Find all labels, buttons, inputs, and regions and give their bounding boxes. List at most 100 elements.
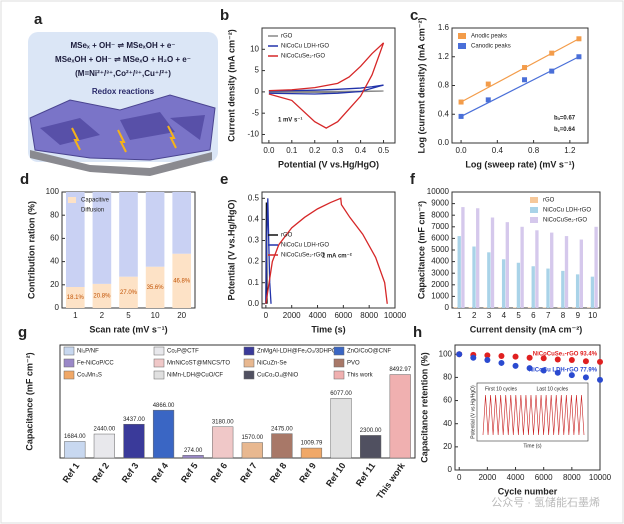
x-tick-label: 2 — [100, 311, 105, 320]
series-line — [268, 90, 384, 93]
point — [484, 357, 491, 364]
x-axis-label: Scan rate (mV s⁻¹) — [89, 324, 167, 334]
bar — [300, 447, 323, 459]
bar — [564, 236, 569, 308]
series-line — [265, 198, 272, 304]
bar — [513, 307, 517, 308]
legend-swatch — [243, 358, 255, 368]
y-tick-label: 1.6 — [438, 23, 450, 32]
bar — [152, 409, 175, 459]
legend-label: NiCoCu LDH-rGO — [281, 44, 329, 50]
y-tick-label: 2000 — [431, 280, 449, 289]
bar-segment — [172, 253, 192, 308]
plot-frame — [261, 27, 396, 144]
bar — [520, 226, 524, 308]
x-axis-label: Potential (V vs.Hg/HgO) — [278, 159, 379, 169]
point — [512, 353, 519, 360]
series-line — [265, 197, 388, 304]
bar-segment — [172, 192, 192, 254]
legend-label: CuCo₂O₄@NiO — [257, 373, 299, 379]
annotation: NiCoCuSe₂-rGO 93.4% — [533, 351, 598, 357]
bar — [575, 274, 580, 308]
bar-segment — [65, 287, 85, 308]
panel-b: b -10 -5 0 5 10 0.0 0.1 0.2 0.3 0.4 0.5 Potential (V… — [220, 7, 396, 169]
legend-swatch — [153, 358, 165, 368]
bar — [389, 374, 411, 459]
x-tick-label: 2 — [472, 311, 477, 320]
x-tick-label: 0.1 — [286, 146, 298, 155]
annotation: bₐ=0.67 — [554, 115, 576, 121]
y-tick-label: 60 — [443, 396, 452, 405]
x-tick-label: 0.4 — [492, 146, 504, 155]
bar — [468, 307, 472, 308]
legend-label: NiCoCu LDH-rGO — [281, 243, 329, 249]
legend-label: NiCoCu LDH-rGO — [543, 208, 591, 214]
bar-segment — [92, 192, 112, 284]
panel-h: h 0 20 40 60 80 100 0 2000 4000 6000 8000 10000 Cycle… — [413, 324, 612, 496]
x-tick-label: 1.2 — [564, 146, 576, 155]
x-tick-label: 2000 — [283, 311, 301, 320]
point — [485, 97, 491, 103]
x-tick-label: 0 — [457, 473, 462, 482]
bar — [241, 442, 263, 459]
point — [568, 357, 575, 364]
y-tick-label: 60 — [50, 234, 59, 243]
series-line — [268, 42, 385, 129]
bar — [457, 236, 461, 308]
annotation: b꜀=0.64 — [554, 127, 576, 133]
value-label: 18.1% — [67, 295, 85, 301]
y-tick-label: 0.5 — [248, 193, 260, 202]
x-tick-label: 6 — [531, 311, 536, 320]
x-tick-label: 7 — [546, 311, 551, 320]
value-label: 35.6% — [147, 285, 165, 291]
inset-x-label: Time (s) — [523, 443, 541, 449]
y-tick-label: 40 — [443, 419, 452, 428]
point — [582, 374, 589, 381]
x-tick-label: 8000 — [563, 473, 581, 482]
point — [526, 365, 533, 372]
point — [526, 354, 533, 361]
value-label: 46.8% — [173, 278, 191, 284]
x-tick-label: 0.5 — [378, 146, 390, 155]
panel-c: c 0.0 0.4 0.8 1.2 1.6 0.0 0.4 0.8 1.2 Log (sweep r… — [410, 7, 589, 169]
point — [549, 50, 555, 56]
legend-label: Co₂P@CTF — [167, 349, 199, 355]
point — [576, 36, 582, 42]
x-tick-label: 1 — [73, 311, 78, 320]
legend-swatch — [458, 33, 466, 39]
point — [470, 354, 477, 361]
x-tick-label: 6000 — [334, 311, 352, 320]
x-tick-label: 10 — [588, 311, 597, 320]
x-tick-label: 10000 — [589, 473, 612, 482]
point — [498, 359, 505, 366]
y-tick-label: 10 — [250, 44, 259, 53]
annotation: 1 mA cm⁻² — [322, 252, 352, 259]
x-tick-label: 8000 — [360, 311, 378, 320]
legend-label: Anodic peaks — [471, 34, 507, 40]
legend-swatch — [458, 43, 466, 49]
y-tick-label: 8000 — [431, 210, 449, 219]
bar — [93, 433, 115, 459]
y-tick-label: 0.4 — [248, 215, 260, 224]
value-label: 3437.00 — [123, 417, 145, 423]
point — [458, 113, 464, 119]
x-tick-label: 0.8 — [528, 146, 540, 155]
bar — [590, 276, 595, 308]
legend-label: NiMn-LDH@CuO/CF — [167, 373, 223, 379]
value-label: 20.8% — [93, 294, 111, 300]
y-axis-label: Log (current density) (mA cm⁻²) — [416, 18, 426, 154]
y-tick-label: 80 — [50, 210, 59, 219]
equation: MSeₓOH + OH⁻ ⇌ MSeₓO + H₂O + e⁻ — [55, 55, 191, 64]
value-label: 1570.00 — [241, 435, 263, 441]
point — [540, 355, 547, 362]
x-tick-label: 10000 — [384, 311, 407, 320]
bar — [271, 433, 293, 459]
legend-label: MnNiCoST@MNCS/TO — [167, 361, 230, 367]
caption: Redox reactions — [92, 87, 155, 96]
legend-swatch — [243, 370, 255, 380]
bolts — [71, 125, 177, 153]
bar — [561, 270, 565, 308]
annotation: NiCoCu LDH-rGO 77.9% — [529, 368, 598, 374]
y-tick-label: -5 — [252, 108, 260, 117]
